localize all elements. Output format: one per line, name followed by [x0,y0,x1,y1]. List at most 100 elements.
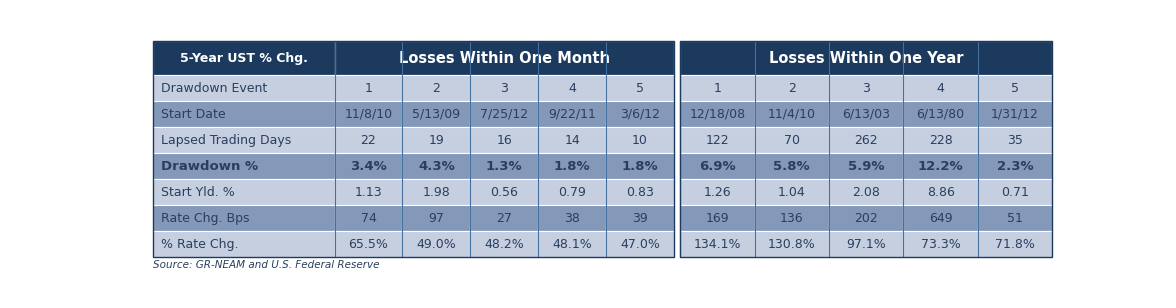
Text: 6.9%: 6.9% [699,160,736,173]
Bar [539,127,606,153]
Bar [470,101,539,127]
Text: 202: 202 [854,212,878,225]
Text: 97: 97 [428,212,445,225]
Text: 136: 136 [780,212,803,225]
Bar [903,179,977,205]
Text: 122: 122 [706,134,729,147]
Bar [470,205,539,231]
Bar [977,231,1053,257]
Text: 12/18/08: 12/18/08 [689,108,746,121]
Bar [470,231,539,257]
Text: % Rate Chg.: % Rate Chg. [161,238,239,251]
Text: 22: 22 [361,134,376,147]
Bar [334,231,402,257]
Text: 2.08: 2.08 [853,186,880,199]
Bar [402,179,470,205]
Bar [470,179,539,205]
Text: 10: 10 [633,134,648,147]
Bar [674,75,680,101]
Text: 51: 51 [1007,212,1023,225]
Text: 134.1%: 134.1% [694,238,741,251]
Text: 1/31/12: 1/31/12 [991,108,1038,121]
Text: 6/13/80: 6/13/80 [916,108,964,121]
Bar [680,205,755,231]
Text: 5: 5 [1011,82,1018,95]
Text: 11/8/10: 11/8/10 [345,108,393,121]
Bar [977,153,1053,179]
Bar [153,127,334,153]
Bar [539,153,606,179]
Bar [153,231,334,257]
Bar [402,231,470,257]
Bar [470,75,539,101]
Bar [606,75,674,101]
Text: 47.0%: 47.0% [620,238,660,251]
Bar [153,75,334,101]
Text: 5/13/09: 5/13/09 [413,108,461,121]
Text: 5: 5 [636,82,644,95]
Text: 19: 19 [428,134,445,147]
Bar [755,179,829,205]
Text: 3.4%: 3.4% [350,160,387,173]
Bar [153,153,334,179]
Text: 1.13: 1.13 [355,186,382,199]
Text: 3: 3 [862,82,870,95]
Bar [903,205,977,231]
Text: Drawdown %: Drawdown % [161,160,258,173]
Bar [829,153,903,179]
Text: 39: 39 [633,212,648,225]
Text: 0.83: 0.83 [626,186,654,199]
Text: 649: 649 [929,212,953,225]
Text: 0.71: 0.71 [1001,186,1029,199]
Bar [977,127,1053,153]
Bar [674,205,680,231]
Bar [829,75,903,101]
Text: 14: 14 [564,134,580,147]
Bar [470,127,539,153]
Bar [334,205,402,231]
Bar [903,127,977,153]
Bar [606,127,674,153]
Bar [829,205,903,231]
Bar [674,231,680,257]
Text: Source: GR-NEAM and U.S. Federal Reserve: Source: GR-NEAM and U.S. Federal Reserve [153,260,380,270]
Text: 0.79: 0.79 [559,186,586,199]
Text: 1: 1 [365,82,373,95]
Text: 1.98: 1.98 [422,186,450,199]
Bar [977,179,1053,205]
Bar [977,75,1053,101]
Bar [903,101,977,127]
Bar [755,153,829,179]
Text: 4: 4 [936,82,944,95]
Text: 38: 38 [564,212,580,225]
Text: 74: 74 [361,212,376,225]
Text: 65.5%: 65.5% [348,238,388,251]
Text: 2: 2 [788,82,796,95]
Text: 169: 169 [706,212,729,225]
Bar [334,179,402,205]
Text: 6/13/03: 6/13/03 [842,108,890,121]
Text: 70: 70 [783,134,800,147]
Text: 3/6/12: 3/6/12 [620,108,660,121]
Text: 2.3%: 2.3% [997,160,1034,173]
Text: 7/25/12: 7/25/12 [480,108,528,121]
Text: 1: 1 [714,82,721,95]
Text: 48.1%: 48.1% [553,238,592,251]
Bar [755,101,829,127]
Bar [539,101,606,127]
Text: 1.04: 1.04 [779,186,806,199]
Bar [680,101,755,127]
Bar [674,101,680,127]
Bar [153,205,334,231]
Text: 97.1%: 97.1% [847,238,886,251]
Bar [402,75,470,101]
Bar [903,75,977,101]
Text: 228: 228 [929,134,953,147]
Bar [606,205,674,231]
Text: 5.8%: 5.8% [774,160,810,173]
Bar [334,41,674,75]
Text: Losses Within One Year: Losses Within One Year [769,51,963,66]
Text: 11/4/10: 11/4/10 [768,108,816,121]
Bar [606,179,674,205]
Text: 5.9%: 5.9% [848,160,884,173]
